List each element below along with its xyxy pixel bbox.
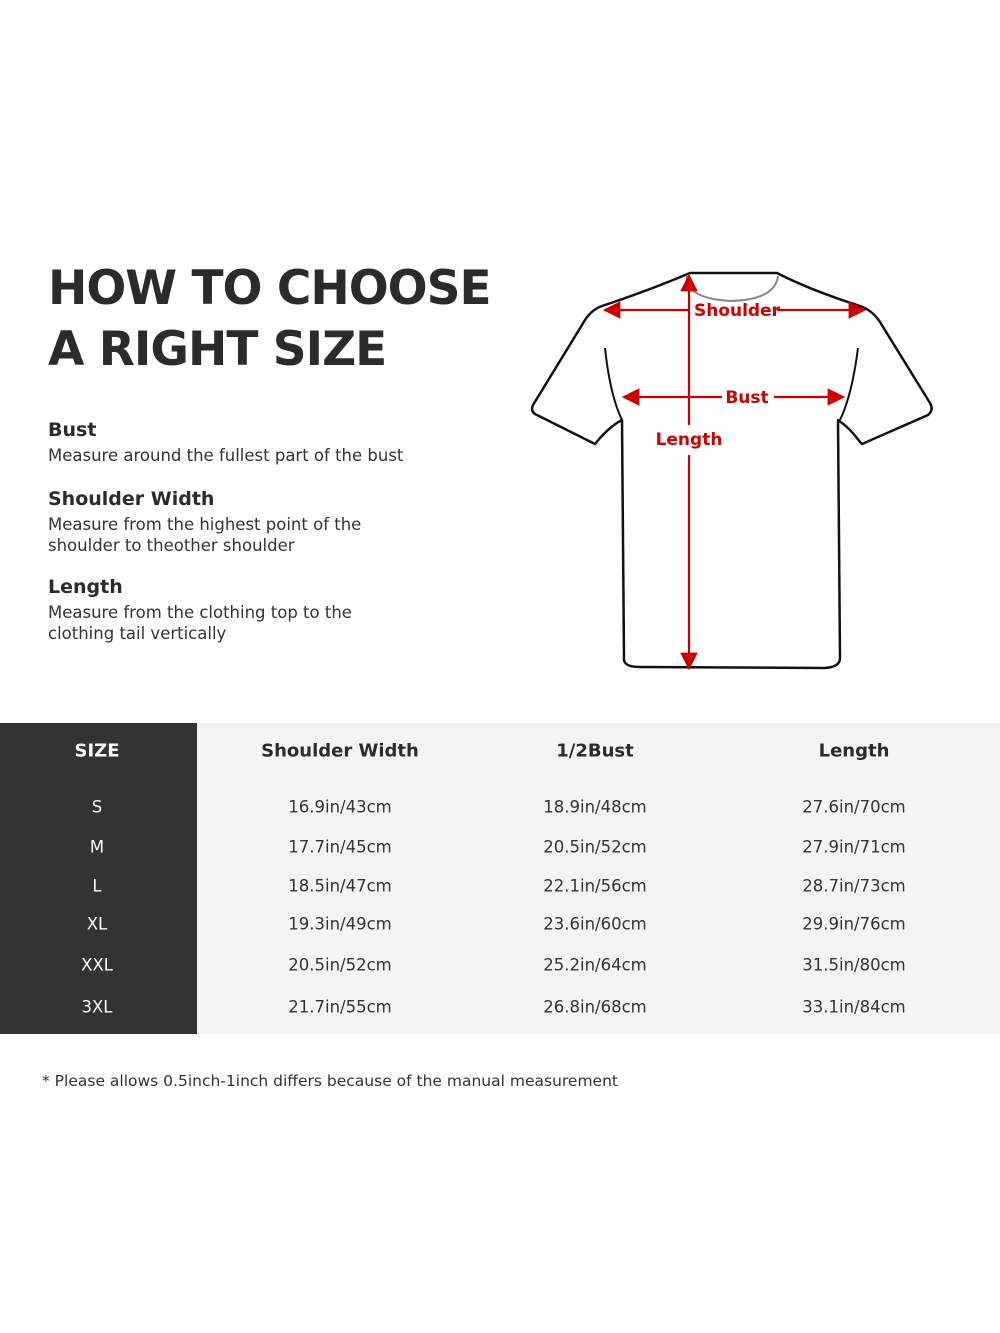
- definition-bust: Bust Measure around the fullest part of …: [48, 418, 428, 466]
- table-cell: 27.9in/71cm: [802, 837, 906, 857]
- length-label: Length: [656, 430, 723, 450]
- table-cell: 21.7in/55cm: [288, 997, 392, 1017]
- table-cell: 27.6in/70cm: [802, 797, 906, 817]
- table-cell: 17.7in/45cm: [288, 837, 392, 857]
- table-cell: 19.3in/49cm: [288, 914, 392, 934]
- table-cell: 20.5in/52cm: [288, 955, 392, 975]
- page-title: HOW TO CHOOSE A RIGHT SIZE: [48, 258, 492, 380]
- size-label: S: [91, 797, 103, 817]
- table-cell: 18.5in/47cm: [288, 876, 392, 896]
- tshirt-diagram: Shoulder Bust Length: [530, 271, 933, 671]
- table-cell: 26.8in/68cm: [543, 997, 647, 1017]
- table-cell: 29.9in/76cm: [802, 914, 906, 934]
- table-header-cell: Shoulder Width: [261, 740, 419, 762]
- table-cell: 33.1in/84cm: [802, 997, 906, 1017]
- definition-term: Bust: [48, 419, 97, 441]
- tshirt-outline: [530, 271, 933, 670]
- measurement-note: * Please allows 0.5inch-1inch differs be…: [42, 1072, 618, 1090]
- definition-length: Length Measure from the clothing top to …: [48, 575, 378, 644]
- shoulder-label: Shoulder: [694, 301, 781, 321]
- bust-label: Bust: [725, 388, 768, 408]
- table-cell: 31.5in/80cm: [802, 955, 906, 975]
- table-cell: 25.2in/64cm: [543, 955, 647, 975]
- definition-term: Shoulder Width: [48, 488, 215, 510]
- size-label: M: [89, 837, 105, 857]
- definition-term: Length: [48, 576, 123, 598]
- definition-shoulder-width: Shoulder Width Measure from the highest …: [48, 487, 388, 556]
- table-cell: 20.5in/52cm: [543, 837, 647, 857]
- size-label: XXL: [81, 955, 113, 975]
- table-cell: 16.9in/43cm: [288, 797, 392, 817]
- title-line-2: A RIGHT SIZE: [48, 322, 387, 377]
- size-label: XL: [86, 914, 108, 934]
- table-cell: 18.9in/48cm: [543, 797, 647, 817]
- definition-description: Measure around the fullest part of the b…: [48, 446, 404, 465]
- definition-description: Measure from the highest point of the sh…: [48, 515, 362, 555]
- table-cell: 28.7in/73cm: [802, 876, 906, 896]
- size-label: 3XL: [81, 997, 113, 1017]
- definition-description: Measure from the clothing top to the clo…: [48, 603, 352, 643]
- table-cell: 22.1in/56cm: [543, 876, 647, 896]
- table-header-cell: SIZE: [74, 740, 120, 762]
- title-line-1: HOW TO CHOOSE: [48, 261, 492, 316]
- table-header-cell: 1/2Bust: [556, 740, 634, 762]
- size-column: SIZE S M L XL XXL 3XL: [0, 723, 197, 1034]
- size-label: L: [92, 876, 102, 896]
- table-header-cell: Length: [818, 740, 890, 762]
- table-cell: 23.6in/60cm: [543, 914, 647, 934]
- size-table: SIZE S M L XL XXL 3XL Shoulder Width 1/2Bust Len…: [0, 723, 1000, 1034]
